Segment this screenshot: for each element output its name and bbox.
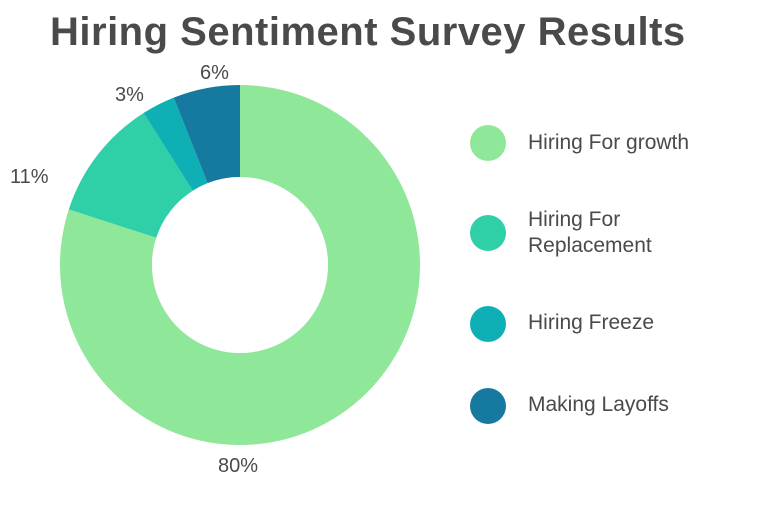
legend-item: Hiring For growth xyxy=(470,125,728,161)
legend-swatch xyxy=(470,306,506,342)
legend-item: Hiring For Replacement xyxy=(470,207,728,260)
slice-pct-label: 6% xyxy=(200,62,229,85)
legend-item: Hiring Freeze xyxy=(470,306,728,342)
legend-item: Making Layoffs xyxy=(470,388,728,424)
legend-label: Making Layoffs xyxy=(528,392,669,418)
chart-title: Hiring Sentiment Survey Results xyxy=(50,10,686,55)
legend-label: Hiring For growth xyxy=(528,130,689,156)
legend-label: Hiring For Replacement xyxy=(528,207,728,260)
legend-label: Hiring Freeze xyxy=(528,310,654,336)
legend: Hiring For growth Hiring For Replacement H… xyxy=(470,125,728,424)
donut-hole xyxy=(152,177,328,353)
slice-pct-label: 3% xyxy=(115,84,144,107)
slice-pct-label: 11% xyxy=(10,166,49,189)
chart-container: Hiring Sentiment Survey Results 80% 11% 3%… xyxy=(0,0,776,510)
donut-chart xyxy=(60,85,420,445)
legend-swatch xyxy=(470,215,506,251)
legend-swatch xyxy=(470,388,506,424)
donut-svg xyxy=(60,85,420,445)
slice-pct-label: 80% xyxy=(218,455,258,478)
legend-swatch xyxy=(470,125,506,161)
